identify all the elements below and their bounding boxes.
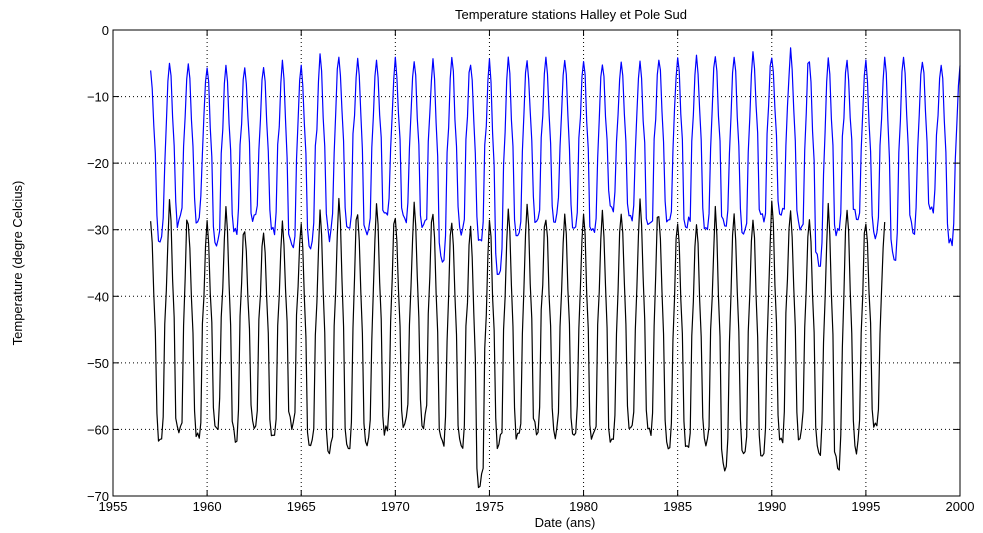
- series-line-blue: [150, 47, 961, 276]
- series-line-black: [150, 197, 886, 489]
- chart-title: Temperature stations Halley et Pole Sud: [455, 7, 687, 22]
- y-tick-label: −30: [87, 223, 109, 238]
- x-tick-label: 1955: [99, 499, 128, 514]
- grid: [113, 30, 960, 496]
- x-tick-label: 2000: [946, 499, 975, 514]
- y-axis-label: Temperature (degre Celcius): [10, 181, 25, 346]
- y-tick-label: −70: [87, 489, 109, 504]
- x-tick-label: 1990: [757, 499, 786, 514]
- x-tick-label: 1985: [663, 499, 692, 514]
- x-tick-label: 1965: [287, 499, 316, 514]
- axes-box: [112, 29, 961, 497]
- series-layer: [150, 47, 961, 489]
- y-tick-label: −60: [87, 422, 109, 437]
- axis-ticks: 1955 1960 1965 1970 1975 1980 1985 1990 1995 2000…: [87, 23, 975, 514]
- x-tick-label: 1995: [851, 499, 880, 514]
- x-tick-label: 1980: [569, 499, 598, 514]
- x-tick-label: 1975: [475, 499, 504, 514]
- y-tick-label: −20: [87, 156, 109, 171]
- x-axis-label: Date (ans): [535, 515, 596, 530]
- x-tick-label: 1970: [381, 499, 410, 514]
- y-tick-label: −40: [87, 289, 109, 304]
- y-tick-label: −50: [87, 356, 109, 371]
- y-tick-label: 0: [102, 23, 109, 38]
- y-tick-label: −10: [87, 90, 109, 105]
- x-tick-label: 1960: [193, 499, 222, 514]
